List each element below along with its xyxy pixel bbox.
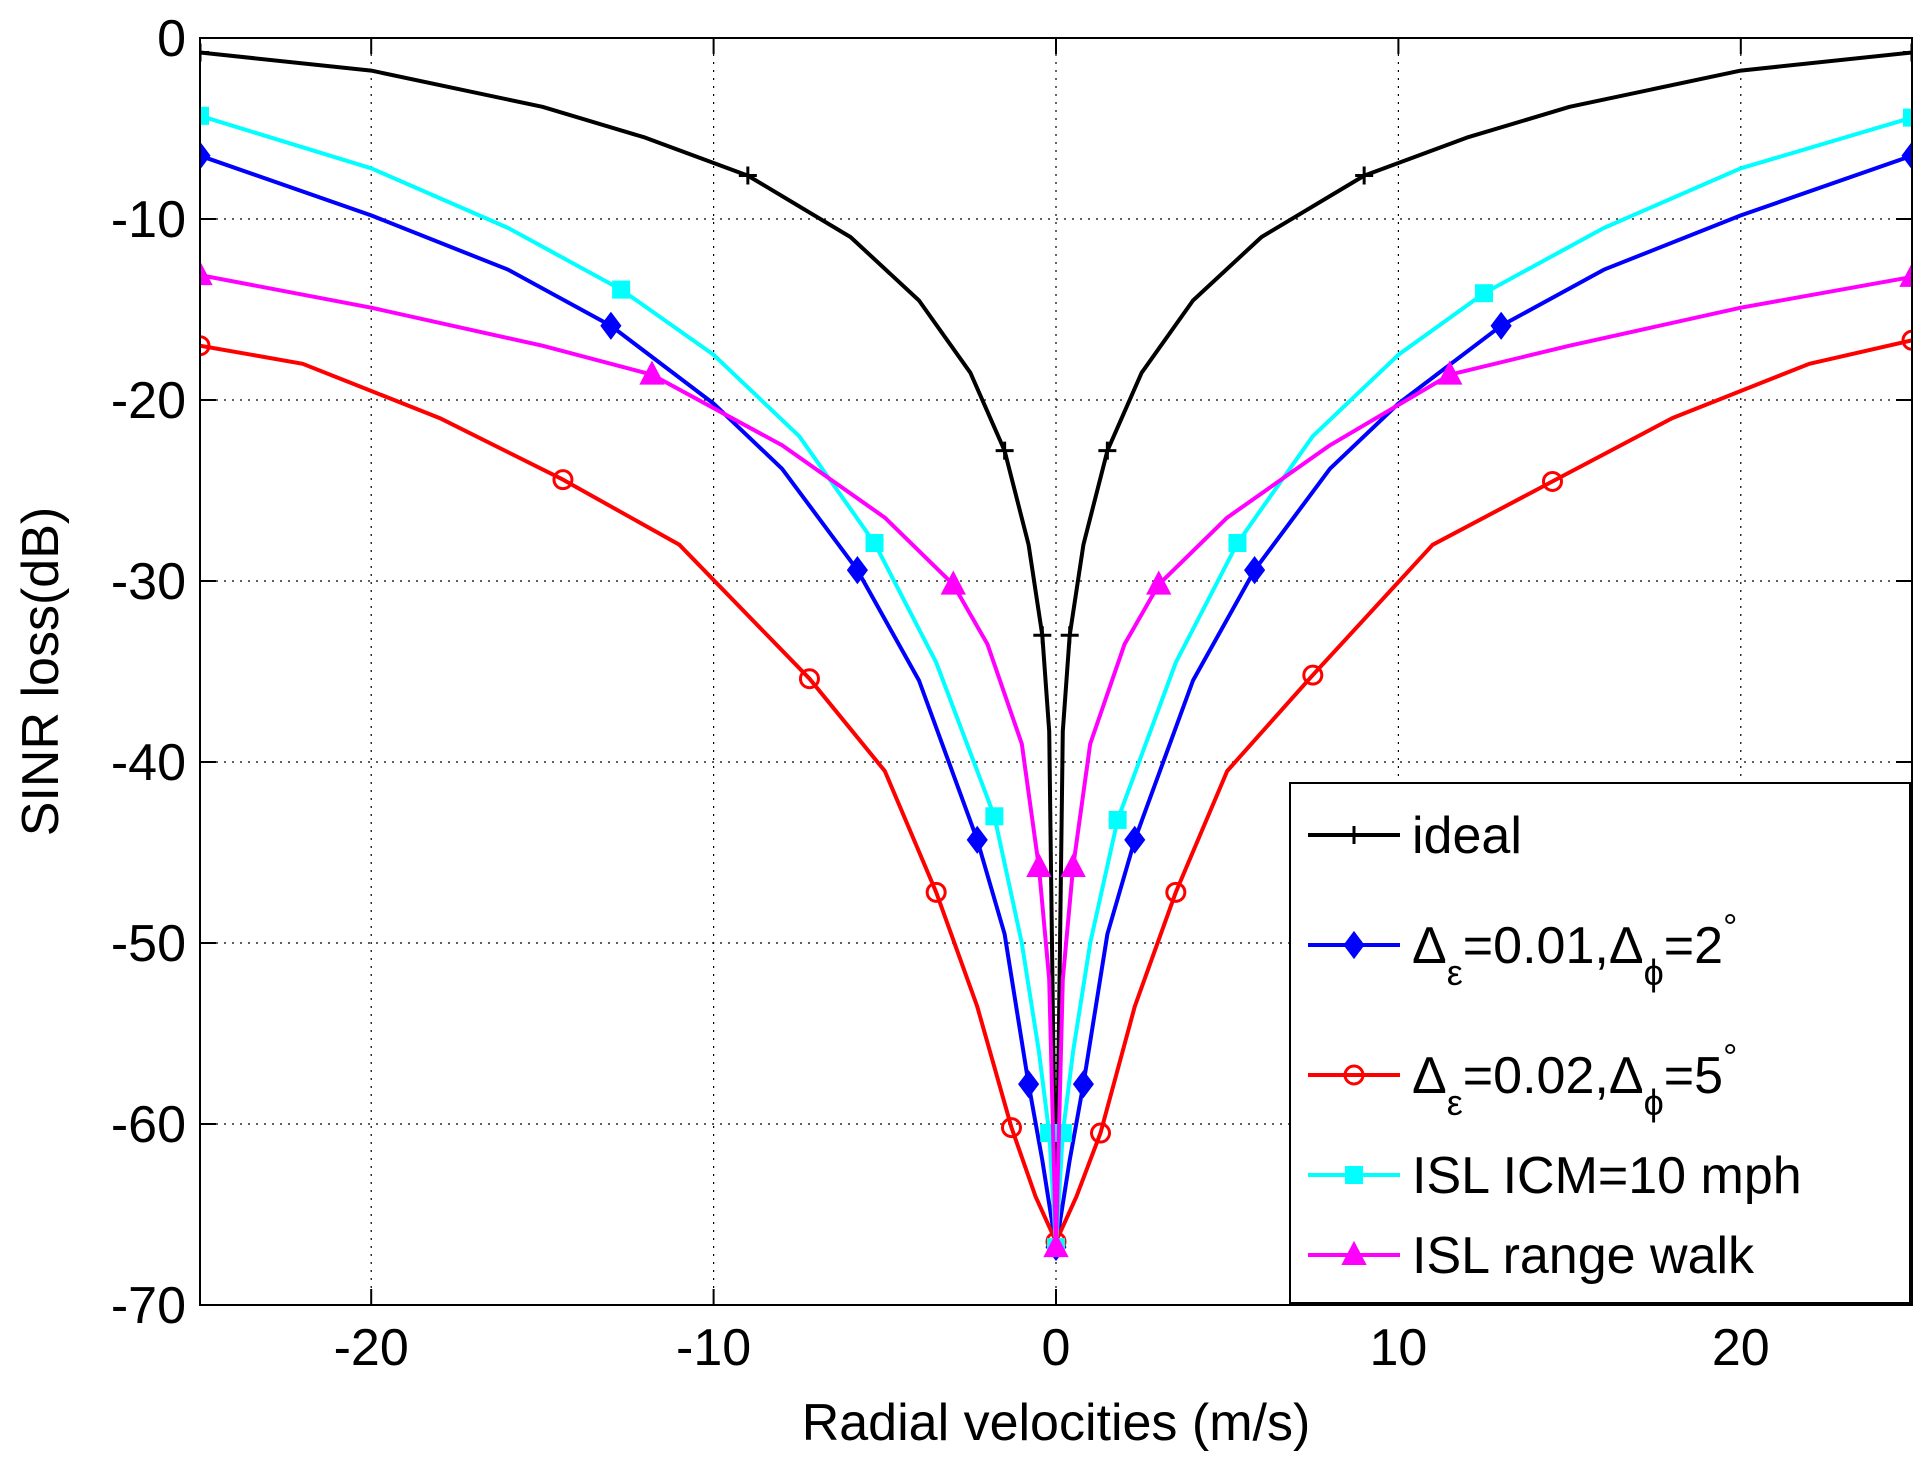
y-tick-label: 0 — [157, 10, 186, 68]
y-tick-label: -60 — [111, 1096, 186, 1154]
data-point — [1541, 470, 1563, 492]
data-point — [940, 570, 966, 595]
legend-label-part: ° — [1723, 1036, 1737, 1077]
data-point — [612, 280, 631, 299]
y-tick-label: -30 — [111, 553, 186, 611]
y-tick-label: -40 — [111, 734, 186, 792]
data-point — [738, 166, 757, 185]
data-point — [1072, 1070, 1094, 1099]
data-point — [200, 106, 209, 125]
data-point — [1146, 570, 1172, 595]
data-point — [200, 43, 209, 62]
legend-label-part: =0.01,Δ — [1463, 917, 1644, 975]
ticks: -20 -10 0 10 20 0 -10 -20 -30 -40 -50 -60 -70 — [111, 10, 1912, 1377]
data-point — [1000, 1117, 1022, 1139]
series-4 — [200, 260, 1912, 1258]
legend-swatch-marker — [1345, 826, 1363, 844]
data-point — [1165, 881, 1187, 903]
x-tick-label: -20 — [334, 1319, 409, 1377]
legend-label-part: ISL ICM=10 mph — [1412, 1147, 1802, 1205]
x-tick-label: -10 — [676, 1319, 751, 1377]
data-point — [846, 556, 868, 585]
data-point — [798, 668, 820, 690]
data-point — [1903, 43, 1912, 62]
legend-swatch-marker — [1341, 1240, 1367, 1265]
legend-label-part: Δ — [1412, 1047, 1447, 1105]
data-point — [1355, 166, 1374, 185]
data-point — [200, 335, 211, 357]
data-point — [1026, 852, 1052, 877]
y-tick-label: -10 — [111, 191, 186, 249]
data-point — [200, 141, 211, 170]
data-point — [1090, 1122, 1112, 1144]
data-point — [1018, 1070, 1040, 1099]
data-point — [1033, 626, 1052, 645]
data-point — [200, 260, 213, 286]
legend-label: Δε=0.01,Δϕ=2° — [1412, 906, 1737, 993]
data-point — [1108, 810, 1127, 829]
legend-label-part: =0.02,Δ — [1463, 1047, 1644, 1105]
data-point — [1098, 441, 1117, 460]
data-point — [639, 360, 665, 385]
data-point — [925, 881, 947, 903]
data-point — [1228, 533, 1247, 552]
legend-label: ISL ICM=10 mph — [1412, 1147, 1802, 1205]
data-point — [600, 311, 622, 340]
legend-box — [1289, 782, 1911, 1304]
data-point — [552, 469, 574, 491]
legend-label-part: ε — [1447, 952, 1463, 993]
y-tick-label: -70 — [111, 1277, 186, 1335]
x-tick-label: 20 — [1712, 1319, 1770, 1377]
data-point — [1043, 1232, 1069, 1258]
legend-label-part: =2 — [1664, 917, 1723, 975]
legend-label: ideal — [1412, 807, 1522, 865]
x-tick-label: 0 — [1042, 1319, 1071, 1377]
data-point — [1903, 108, 1912, 127]
legend-label-part: ε — [1447, 1082, 1463, 1123]
data-point — [865, 533, 884, 552]
data-point — [1124, 825, 1146, 854]
x-axis-label: Radial velocities (m/s) — [802, 1394, 1311, 1452]
data-point — [1244, 556, 1266, 585]
series-group — [200, 43, 1912, 1262]
data-point — [985, 807, 1004, 826]
legend-swatch-marker — [1345, 1166, 1363, 1184]
data-point — [1475, 284, 1493, 303]
legend-label: Δε=0.02,Δϕ=5° — [1412, 1036, 1737, 1123]
legend-swatch-marker — [1343, 930, 1365, 960]
data-point — [1901, 141, 1912, 170]
legend-label-part: Δ — [1412, 917, 1447, 975]
x-tick-label: 10 — [1369, 1319, 1427, 1377]
y-tick-label: -50 — [111, 915, 186, 973]
legend-label: ISL range walk — [1412, 1227, 1755, 1285]
data-point — [1060, 626, 1079, 645]
data-point — [995, 441, 1014, 460]
legend-label-part: ISL range walk — [1412, 1227, 1755, 1285]
data-point — [1060, 852, 1086, 877]
data-point — [1437, 360, 1463, 385]
y-tick-label: -20 — [111, 372, 186, 430]
legend-label-part: ϕ — [1644, 952, 1664, 993]
legend-swatch-marker — [1343, 1064, 1365, 1086]
data-point — [1901, 329, 1912, 351]
legend-label-part: =5 — [1664, 1047, 1723, 1105]
y-axis-label: SINR loss(dB) — [12, 507, 70, 836]
data-point — [966, 825, 988, 854]
legend-label-part: ϕ — [1644, 1082, 1664, 1123]
data-point — [1899, 262, 1912, 287]
data-point — [1302, 664, 1324, 686]
data-point — [1490, 311, 1512, 340]
legend-label-part: ° — [1723, 906, 1737, 947]
legend-label-part: ideal — [1412, 807, 1522, 865]
